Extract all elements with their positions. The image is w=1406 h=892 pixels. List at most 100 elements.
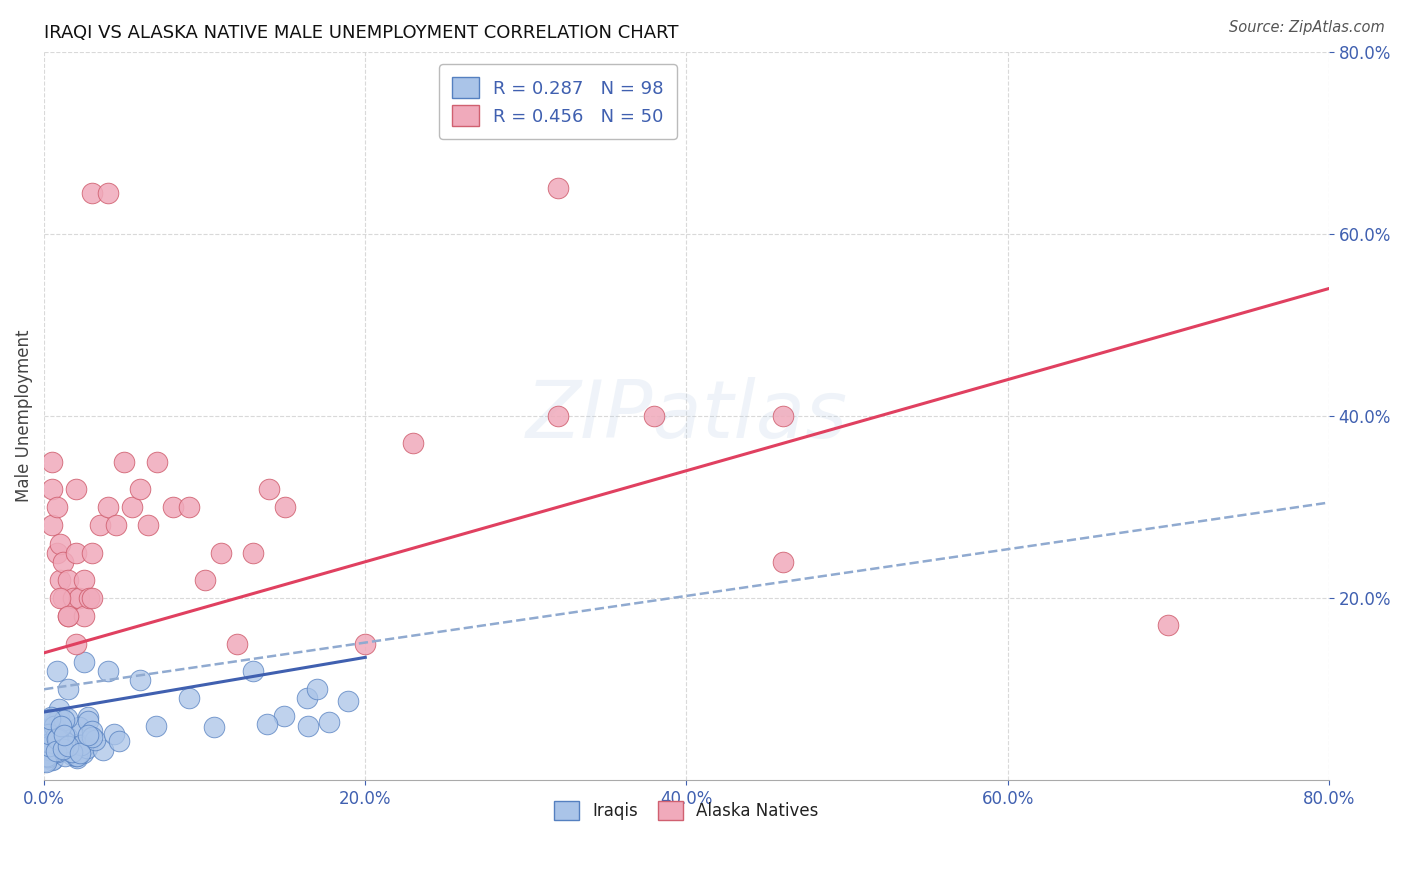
Point bbox=[65, 482, 87, 496]
Point bbox=[295, 690, 318, 705]
Point bbox=[52, 555, 75, 569]
Point bbox=[41, 709, 63, 723]
Point bbox=[55, 735, 77, 749]
Point bbox=[65, 727, 87, 741]
Text: IRAQI VS ALASKA NATIVE MALE UNEMPLOYMENT CORRELATION CHART: IRAQI VS ALASKA NATIVE MALE UNEMPLOYMENT… bbox=[44, 24, 679, 42]
Point bbox=[643, 409, 665, 423]
Point bbox=[82, 546, 104, 560]
Point bbox=[38, 739, 60, 753]
Point bbox=[257, 482, 280, 496]
Point bbox=[772, 409, 794, 423]
Point bbox=[772, 555, 794, 569]
Point bbox=[41, 482, 63, 496]
Point bbox=[97, 664, 120, 678]
Text: ZIPatlas: ZIPatlas bbox=[526, 377, 848, 455]
Point bbox=[547, 409, 569, 423]
Point bbox=[66, 750, 89, 764]
Point bbox=[32, 747, 55, 762]
Point bbox=[121, 500, 143, 515]
Point bbox=[34, 739, 56, 754]
Point bbox=[44, 729, 66, 743]
Text: Source: ZipAtlas.com: Source: ZipAtlas.com bbox=[1229, 20, 1385, 35]
Point bbox=[65, 637, 87, 651]
Point bbox=[48, 701, 70, 715]
Point bbox=[60, 741, 83, 756]
Point bbox=[69, 591, 91, 606]
Legend: Iraqis, Alaska Natives: Iraqis, Alaska Natives bbox=[547, 794, 825, 827]
Point bbox=[242, 664, 264, 678]
Y-axis label: Male Unemployment: Male Unemployment bbox=[15, 330, 32, 502]
Point bbox=[37, 722, 59, 736]
Point bbox=[76, 740, 98, 755]
Point bbox=[107, 734, 129, 748]
Point bbox=[297, 719, 319, 733]
Point bbox=[49, 573, 72, 587]
Point bbox=[38, 727, 60, 741]
Point bbox=[39, 735, 62, 749]
Point bbox=[66, 739, 89, 754]
Point bbox=[97, 500, 120, 515]
Point bbox=[38, 741, 60, 756]
Point bbox=[273, 708, 295, 723]
Point bbox=[145, 454, 167, 468]
Point bbox=[73, 739, 96, 753]
Point bbox=[41, 454, 63, 468]
Point bbox=[35, 744, 58, 758]
Point bbox=[105, 518, 128, 533]
Point bbox=[77, 591, 100, 606]
Point bbox=[56, 739, 79, 753]
Point bbox=[65, 749, 87, 764]
Point bbox=[60, 747, 83, 762]
Point bbox=[73, 655, 96, 669]
Point bbox=[45, 744, 67, 758]
Point bbox=[53, 714, 76, 728]
Point bbox=[73, 573, 96, 587]
Point bbox=[45, 729, 67, 743]
Point bbox=[41, 735, 63, 749]
Point bbox=[48, 711, 70, 725]
Point bbox=[41, 726, 63, 740]
Point bbox=[274, 500, 297, 515]
Point bbox=[48, 739, 70, 753]
Point bbox=[35, 755, 58, 769]
Point bbox=[67, 737, 90, 751]
Point bbox=[138, 518, 160, 533]
Point bbox=[80, 723, 103, 738]
Point bbox=[34, 755, 56, 769]
Point bbox=[35, 726, 58, 740]
Point bbox=[51, 719, 73, 733]
Point bbox=[41, 739, 63, 754]
Point bbox=[62, 744, 84, 758]
Point bbox=[46, 546, 69, 560]
Point bbox=[41, 753, 63, 767]
Point bbox=[38, 729, 60, 743]
Point bbox=[62, 591, 84, 606]
Point bbox=[41, 518, 63, 533]
Point bbox=[58, 573, 80, 587]
Point bbox=[38, 722, 60, 736]
Point bbox=[66, 748, 89, 763]
Point bbox=[202, 720, 225, 734]
Point bbox=[82, 591, 104, 606]
Point bbox=[58, 609, 80, 624]
Point bbox=[129, 673, 152, 687]
Point bbox=[35, 748, 58, 763]
Point bbox=[53, 743, 76, 757]
Point bbox=[45, 745, 67, 759]
Point bbox=[82, 731, 104, 745]
Point bbox=[256, 717, 278, 731]
Point bbox=[38, 747, 60, 762]
Point bbox=[44, 742, 66, 756]
Point bbox=[225, 637, 247, 651]
Point bbox=[77, 728, 100, 742]
Point bbox=[52, 741, 75, 756]
Point bbox=[129, 482, 152, 496]
Point bbox=[56, 730, 79, 744]
Point bbox=[46, 664, 69, 678]
Point bbox=[145, 718, 167, 732]
Point bbox=[38, 738, 60, 752]
Point bbox=[72, 746, 94, 760]
Point bbox=[307, 682, 329, 697]
Point bbox=[69, 746, 91, 760]
Point bbox=[162, 500, 184, 515]
